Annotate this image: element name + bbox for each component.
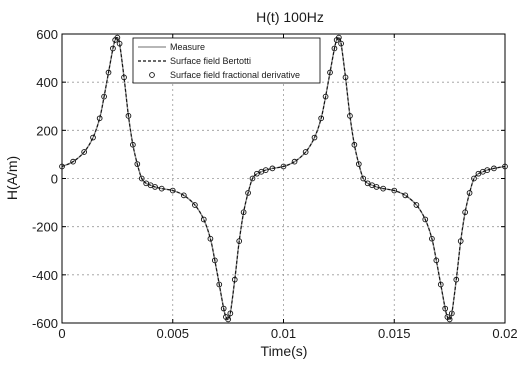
series-fractional-marker — [466, 190, 473, 196]
series-fractional-marker — [402, 192, 409, 199]
series-fractional-marker — [152, 184, 158, 190]
series-fractional-marker — [360, 175, 367, 182]
series-fractional-marker — [380, 185, 387, 192]
series-fractional-marker — [291, 158, 298, 165]
series-fractional-marker — [262, 167, 269, 173]
series-bertotti-line — [61, 36, 506, 321]
series-fractional-marker — [413, 202, 420, 208]
series-fractional-marker — [90, 134, 96, 141]
series-fractional-marker — [457, 238, 464, 244]
series-fractional-marker — [437, 281, 444, 288]
series-fractional-marker — [391, 187, 398, 194]
series-fractional-marker — [138, 175, 145, 182]
series-fractional-marker — [331, 45, 338, 52]
x-tick-label: 0 — [58, 326, 65, 341]
series-fractional-marker — [462, 209, 468, 216]
series-fractional-marker — [322, 93, 329, 100]
series-fractional-marker — [200, 216, 207, 223]
series-fractional-marker — [491, 165, 497, 172]
series-fractional-marker — [245, 190, 251, 196]
y-axis-label: H(A/m) — [4, 156, 20, 200]
series-fractional-marker — [347, 113, 353, 119]
series-fractional-marker — [338, 40, 344, 47]
legend-swatch-fractional-marker — [149, 72, 155, 78]
series-fractional-marker — [373, 184, 380, 190]
series-fractional-marker — [105, 69, 112, 76]
series-fractional-marker — [180, 192, 187, 199]
y-tick-label: 400 — [36, 75, 58, 90]
y-tick-label: 200 — [36, 123, 58, 138]
series-fractional-marker — [70, 158, 76, 165]
legend: Measure Surface field Bertotti Surface f… — [132, 37, 321, 84]
series-fractional-marker — [442, 305, 449, 312]
y-tick-label: -600 — [32, 316, 58, 331]
series-fractional-marker — [227, 310, 234, 317]
series-fractional-marker — [130, 141, 136, 148]
series-fractional-marker — [116, 40, 123, 47]
series-fractional-marker — [96, 115, 103, 122]
series-fractional-marker — [342, 74, 349, 81]
series-fractional-marker — [211, 257, 218, 264]
series-fractional-marker — [216, 281, 223, 288]
series-fractional-marker — [453, 276, 460, 283]
series-fractional-marker — [429, 235, 435, 242]
series-fractional-marker — [351, 141, 358, 148]
series-fractional-marker — [220, 305, 227, 312]
series-fractional-marker — [134, 161, 141, 167]
series-fractional-marker — [280, 163, 287, 170]
series-fractional-marker — [484, 167, 491, 173]
series-fractional-marker — [355, 161, 362, 167]
series-fractional-marker — [471, 175, 477, 182]
series-fractional-marker — [114, 34, 121, 41]
series-fractional-marker — [236, 238, 243, 244]
y-tick-label: -200 — [32, 220, 58, 235]
series-fractional-marker — [121, 74, 127, 81]
series-fractional-marker — [311, 134, 318, 141]
series-fractional-marker — [269, 165, 276, 172]
series-fractional-marker — [192, 202, 198, 208]
series-fractional-marker — [327, 69, 333, 76]
y-tick-label: 600 — [36, 27, 58, 42]
series-fractional-marker — [169, 187, 176, 194]
series-fractional-marker — [81, 149, 88, 155]
y-tick-label: 0 — [51, 172, 58, 187]
series-fractional-marker — [101, 93, 107, 100]
series-fractional-marker — [158, 185, 165, 192]
series-fractional-marker — [110, 45, 116, 52]
series-fractional-marker — [225, 316, 231, 323]
y-tick-label: -400 — [32, 268, 58, 283]
series-fractional-marker — [207, 235, 214, 242]
x-axis-label: Time(s) — [261, 343, 308, 359]
plot-area — [59, 34, 508, 323]
series-fractional-marker — [336, 34, 342, 41]
series-fractional-marker — [249, 175, 256, 182]
legend-label-measure: Measure — [170, 42, 205, 52]
x-tick-label: 0.015 — [378, 326, 411, 341]
legend-label-fractional: Surface field fractional derivative — [170, 70, 300, 80]
series-fractional-marker — [422, 216, 429, 223]
series-fractional-marker — [231, 276, 238, 283]
x-tick-label: 0.01 — [271, 326, 296, 341]
series-fractional-marker — [240, 209, 247, 216]
x-tick-label: 0.02 — [492, 326, 517, 341]
series-fractional-marker — [433, 257, 440, 264]
series-fractional-marker — [318, 115, 325, 122]
series-fractional-marker — [302, 149, 309, 155]
legend-label-bertotti: Surface field Bertotti — [170, 56, 251, 66]
chart-title: H(t) 100Hz — [256, 9, 324, 25]
x-tick-label: 0.005 — [156, 326, 189, 341]
axis-ticks: 0 0.005 0.01 0.015 0.02 -600 -400 -200 0 200 400 60… — [32, 27, 518, 341]
series-fractional-marker — [446, 316, 453, 323]
series-fractional-marker — [125, 113, 132, 119]
series-fractional-marker — [448, 310, 455, 317]
